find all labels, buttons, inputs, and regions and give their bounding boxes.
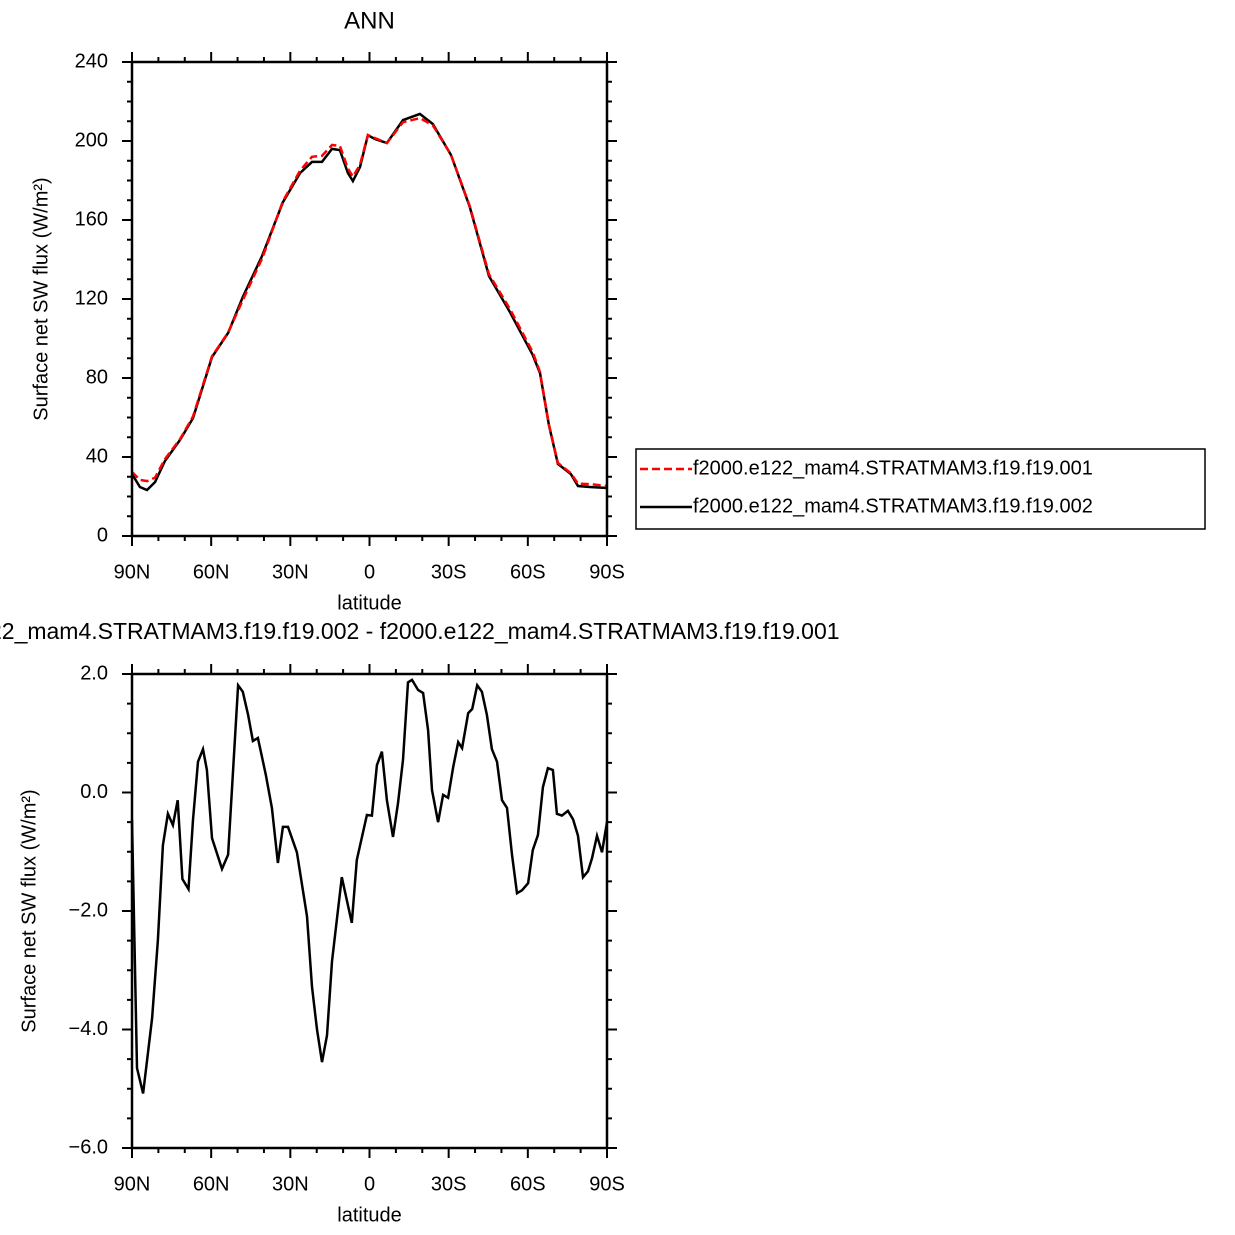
- data-line: [131, 116, 608, 488]
- x-tick-label: 0: [364, 561, 375, 583]
- chart-title: ANN: [344, 7, 395, 34]
- x-tick-label: 30N: [272, 1173, 309, 1195]
- x-tick-label: 30S: [431, 561, 467, 583]
- data-line: [130, 112, 608, 492]
- y-tick-label: 120: [75, 287, 108, 309]
- x-tick-label: 30N: [272, 561, 309, 583]
- x-tick-label: 90S: [589, 561, 625, 583]
- y-tick-label: 160: [75, 208, 108, 230]
- y-tick-label: 40: [86, 445, 108, 467]
- y-tick-label: −6.0: [69, 1136, 108, 1158]
- y-tick-label: 0: [97, 524, 108, 546]
- x-axis-label: latitude: [337, 592, 402, 614]
- x-tick-label: 30S: [431, 1173, 467, 1195]
- data-line: [130, 678, 609, 1094]
- y-tick-label: −2.0: [69, 899, 108, 921]
- plot-frame: [130, 672, 609, 1150]
- y-tick-label: 0.0: [80, 781, 108, 803]
- x-tick-label: 60N: [193, 1173, 230, 1195]
- legend-box: [635, 448, 1206, 530]
- plot-frame: [130, 60, 609, 538]
- y-tick-label: −4.0: [69, 1018, 108, 1040]
- x-tick-label: 90S: [589, 1173, 625, 1195]
- x-axis-label: latitude: [337, 1204, 402, 1226]
- y-tick-label: 2.0: [80, 662, 108, 684]
- x-tick-label: 0: [364, 1173, 375, 1195]
- y-tick-label: 80: [86, 366, 108, 388]
- x-tick-label: 60S: [510, 561, 546, 583]
- x-tick-label: 60N: [193, 561, 230, 583]
- y-axis-label: Surface net SW flux (W/m²): [30, 177, 52, 420]
- legend-label: f2000.e122_mam4.STRATMAM3.f19.f19.001: [693, 457, 1093, 479]
- chart-title: f2000.e122_mam4.STRATMAM3.f19.f19.002 - …: [0, 618, 840, 644]
- legend-label: f2000.e122_mam4.STRATMAM3.f19.f19.002: [693, 495, 1093, 517]
- x-tick-label: 90N: [114, 561, 151, 583]
- x-tick-label: 60S: [510, 1173, 546, 1195]
- x-tick-label: 90N: [114, 1173, 151, 1195]
- y-tick-label: 240: [75, 50, 108, 72]
- y-axis-label: Surface net SW flux (W/m²): [18, 789, 40, 1032]
- y-tick-label: 200: [75, 129, 108, 151]
